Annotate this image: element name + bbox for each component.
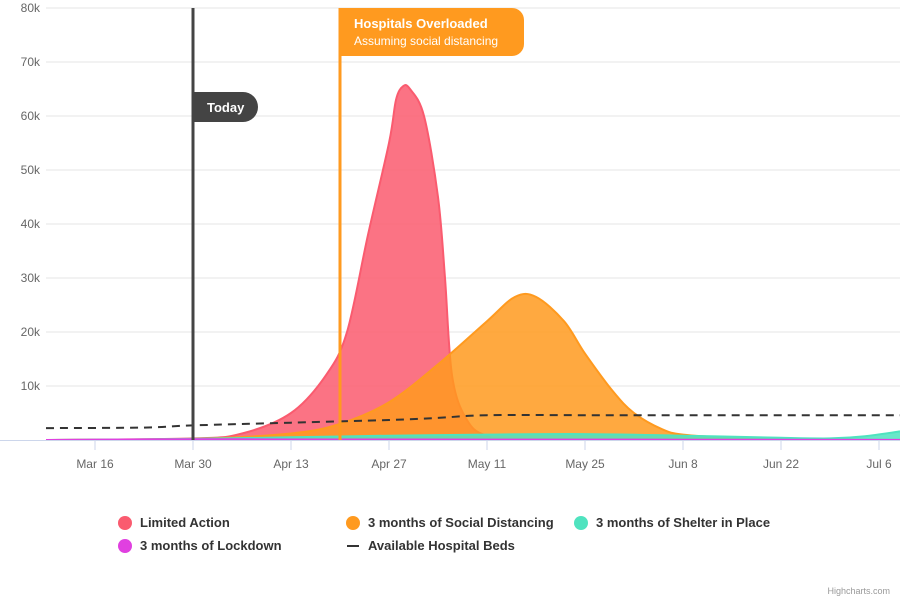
y-tick-label: 20k	[21, 325, 41, 339]
legend-dot-icon	[346, 515, 360, 530]
hospitals-overloaded-title: Hospitals Overloaded	[354, 16, 488, 31]
x-tick-label: Apr 13	[273, 457, 309, 471]
legend-label: Limited Action	[140, 515, 230, 530]
today-flag-label: Today	[207, 100, 245, 115]
legend: Limited Action 3 months of Social Distan…	[0, 510, 900, 570]
y-tick-label: 70k	[21, 55, 41, 69]
legend-dash-icon	[347, 544, 359, 547]
today-flag	[194, 92, 258, 122]
x-tick-label: Jul 6	[866, 457, 892, 471]
y-tick-label: 30k	[21, 271, 41, 285]
credits-link[interactable]: Highcharts.com	[827, 586, 890, 596]
hospital-beds-line	[45, 413, 900, 430]
legend-item-shelter-in-place[interactable]: 3 months of Shelter in Place	[574, 515, 770, 530]
y-tick-label: 50k	[21, 163, 41, 177]
legend-label: Available Hospital Beds	[368, 538, 515, 553]
y-tick-label: 40k	[21, 217, 41, 231]
series-areas	[45, 84, 900, 441]
plot-lines: Today Hospitals Overloaded Assuming social…	[191, 8, 524, 440]
legend-item-social-distancing[interactable]: 3 months of Social Distancing	[346, 515, 554, 530]
x-tick-label: Jun 22	[763, 457, 799, 471]
series-area-3-months-of-social-distancing[interactable]	[46, 293, 900, 440]
y-tick-label: 60k	[21, 109, 41, 123]
legend-label: 3 months of Lockdown	[140, 538, 282, 553]
x-tick-label: Apr 27	[371, 457, 407, 471]
legend-dot-icon	[118, 515, 132, 530]
legend-label: 3 months of Social Distancing	[368, 515, 554, 530]
legend-dot-icon	[118, 538, 132, 553]
hospitals-overloaded-subtitle: Assuming social distancing	[354, 34, 498, 48]
legend-item-lockdown[interactable]: 3 months of Lockdown	[118, 538, 282, 553]
y-tick-label: 80k	[21, 1, 41, 15]
x-axis: Mar 16 Mar 30 Apr 13 Apr 27 May 11 May 25 Jun …	[0, 440, 900, 471]
x-tick-label: May 25	[565, 457, 605, 471]
legend-item-limited-action[interactable]: Limited Action	[118, 515, 230, 530]
x-tick-label: Mar 30	[174, 457, 212, 471]
hospitals-overloaded-flag	[338, 8, 524, 56]
x-tick-label: May 11	[468, 457, 507, 471]
legend-label: 3 months of Shelter in Place	[596, 515, 771, 530]
x-tick-label: Mar 16	[76, 457, 114, 471]
y-axis-tick-labels: 10k 20k 30k 40k 50k 60k 70k 80k	[21, 1, 41, 393]
series-line-3-months-of-lockdown	[45, 438, 900, 441]
x-tick-label: Jun 8	[668, 457, 698, 471]
legend-dot-icon	[574, 515, 588, 530]
legend-item-hospital-beds[interactable]: Available Hospital Beds	[346, 538, 515, 553]
y-tick-label: 10k	[21, 379, 41, 393]
chart-svg: 10k 20k 30k 40k 50k 60k 70k 80k Mar 16 Mar 30 Apr…	[0, 1, 900, 471]
available-hospital-beds-line[interactable]	[45, 413, 900, 430]
